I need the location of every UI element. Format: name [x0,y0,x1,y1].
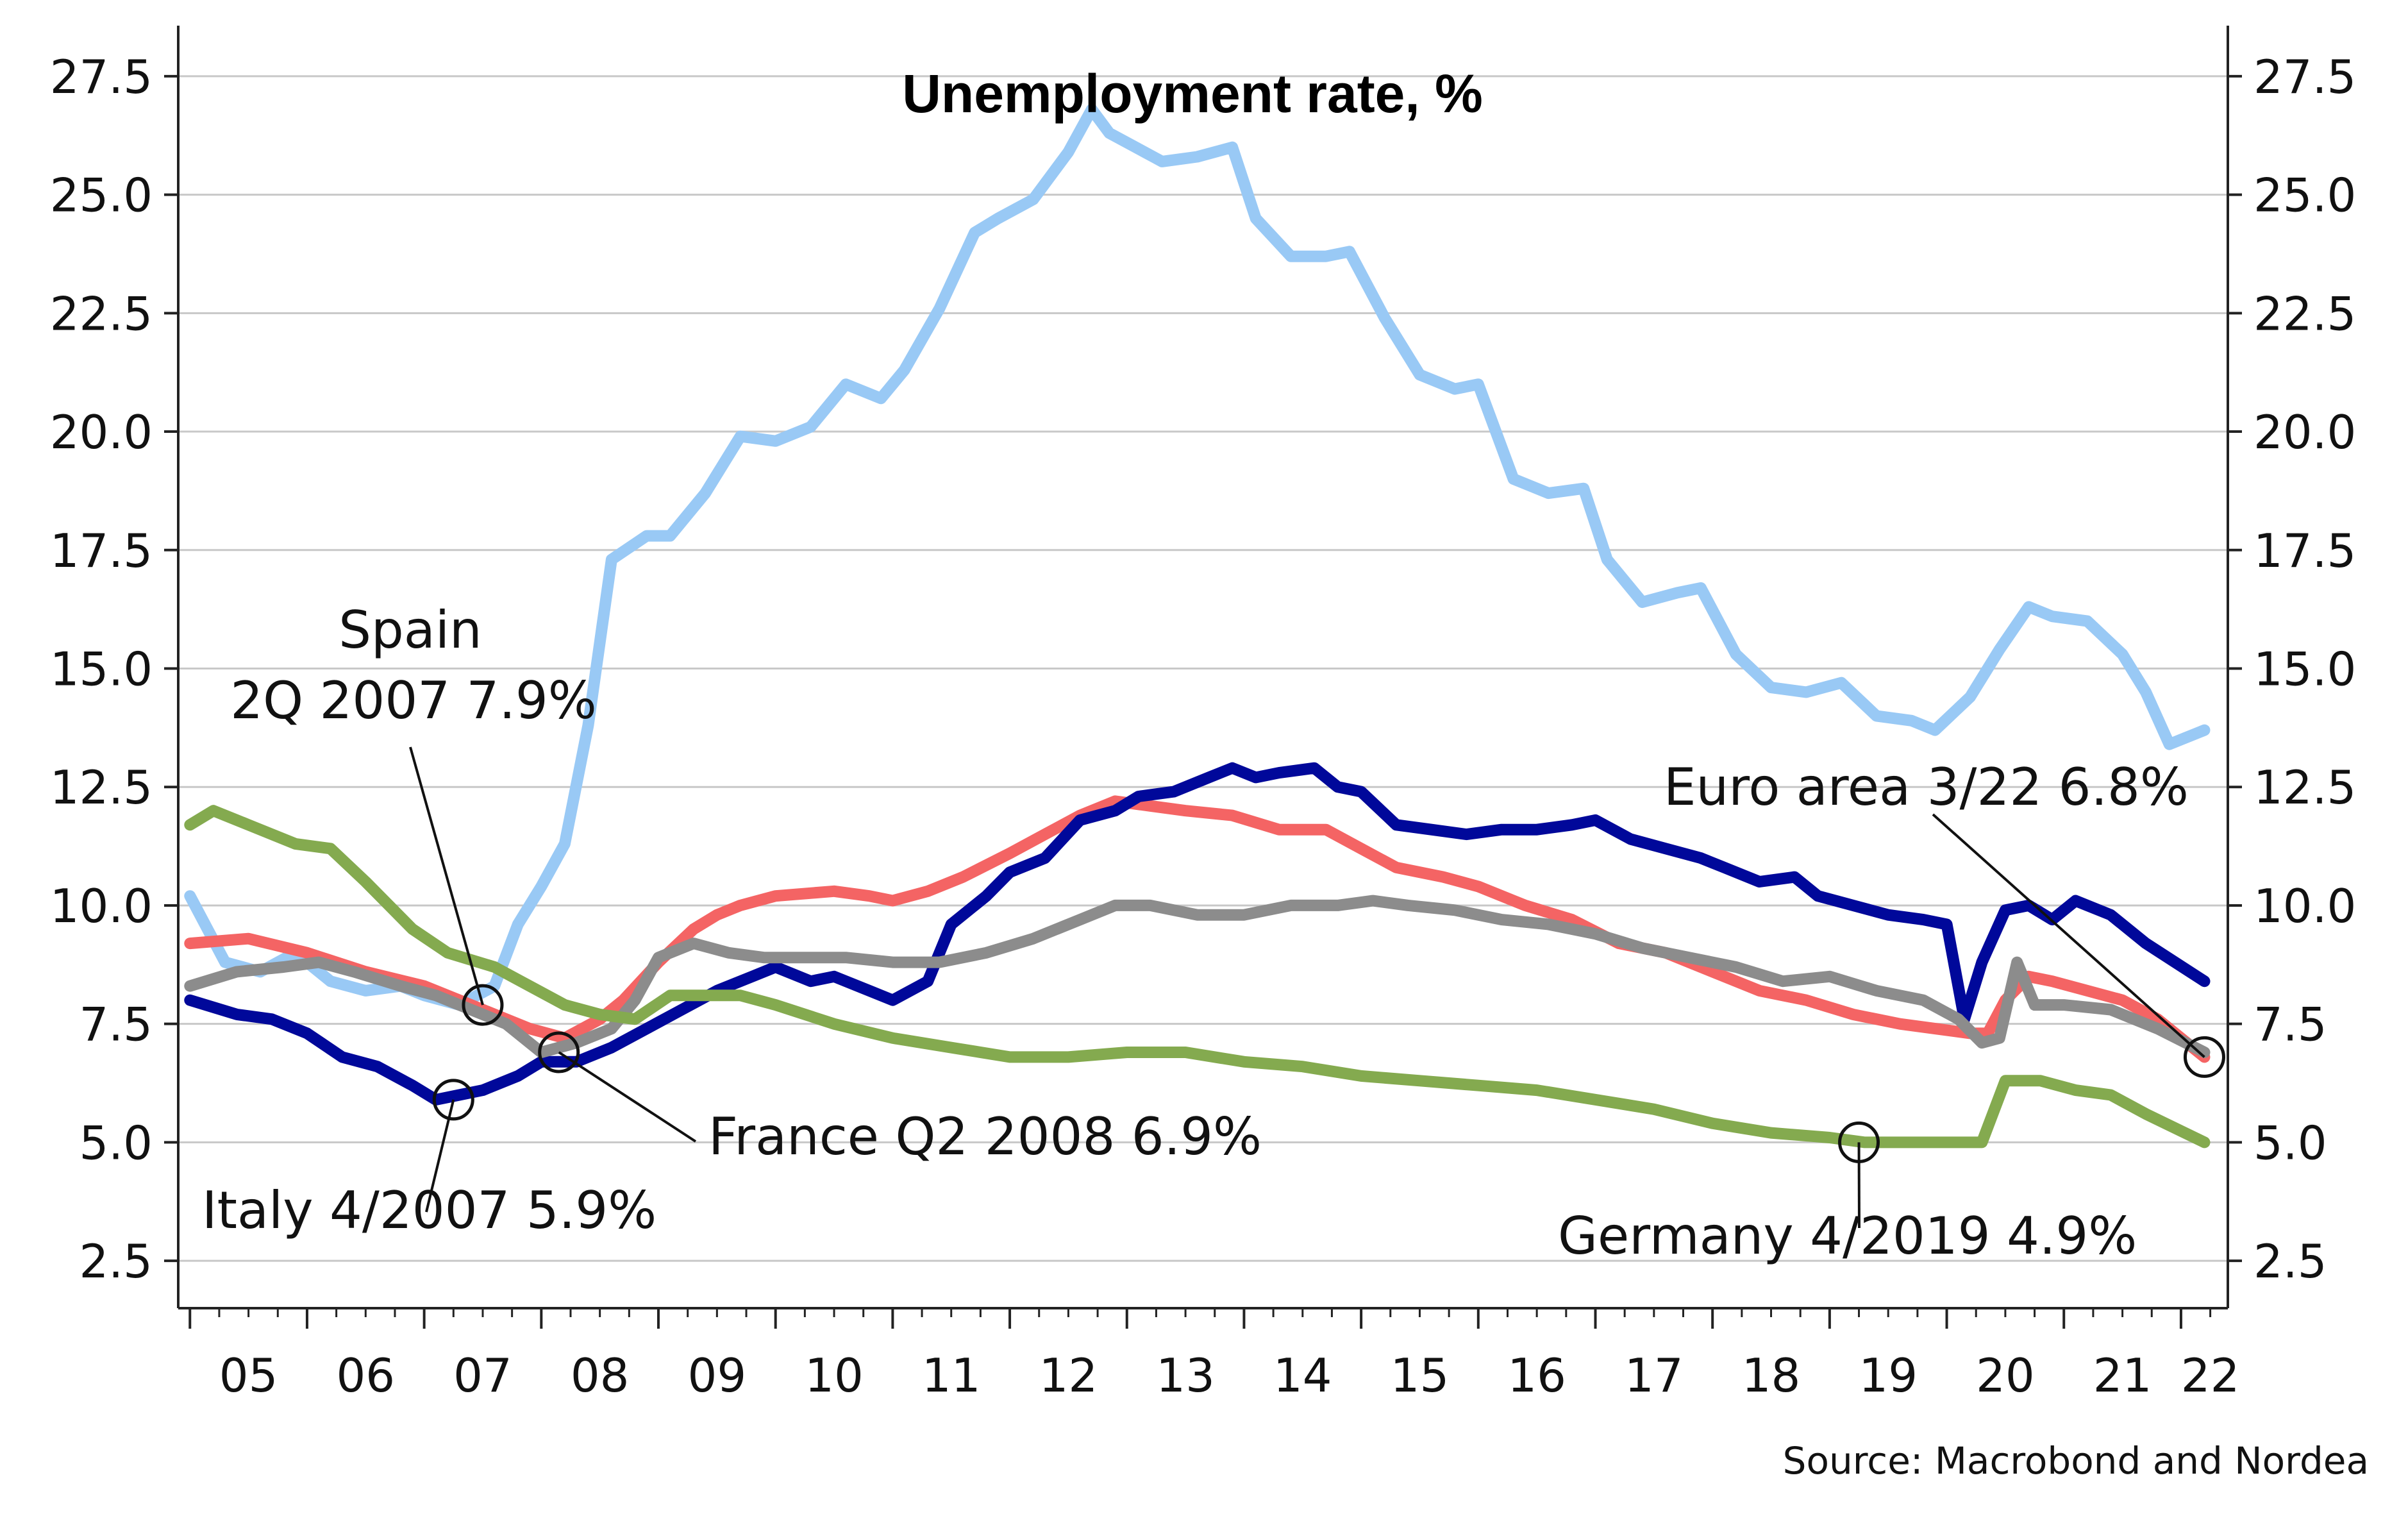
y-axis-right-ticks: 2.5 5.0 7.5 10.0 12.5 15.0 17.5 20.0 22.5 25.0 27.… [2228,50,2356,1288]
y-tick-label-right: 15.0 [2253,643,2356,696]
x-tick-label: 07 [453,1349,512,1402]
source-note: Source: Macrobond and Nordea [1783,1439,2369,1483]
annotation-label-euro_area: Euro area 3/22 6.8% [1664,757,2189,817]
series-line-france [184,895,2211,1058]
annotation-label-germany: Germany 4/2019 4.9% [1558,1206,2137,1266]
y-tick-label-right: 22.5 [2253,287,2356,341]
x-tick-label: 13 [1156,1349,1215,1402]
y-tick-label-right: 25.0 [2253,169,2356,223]
x-tick-label: 08 [571,1349,630,1402]
axes [177,26,2229,1309]
x-tick-label: 19 [1859,1349,1918,1402]
y-tick-label-left: 27.5 [50,50,153,104]
y-tick-label-left: 10.0 [50,879,153,933]
annotation-leader-euro_area [1932,813,2205,1058]
y-axis-left-ticks: 2.5 5.0 7.5 10.0 12.5 15.0 17.5 20.0 22.5 25.0 27.… [50,50,178,1288]
y-tick-label-left: 12.5 [50,761,153,814]
x-tick-label: 10 [805,1349,864,1402]
y-tick-label-left: 7.5 [79,998,153,1052]
annotation-label-spain: Spain [339,600,482,660]
series-line-italy [184,762,2211,1106]
x-tick-label: 12 [1039,1349,1098,1402]
annotations: Spain 2Q 2007 7.9% France Q2 2008 6.9% Ital… [202,600,2225,1266]
x-tick-label: 09 [688,1349,747,1402]
series-lines [184,103,2211,1149]
y-tick-label-right: 20.0 [2253,405,2356,459]
annotation-marker-germany [1838,1121,1880,1163]
x-tick-label: 16 [1507,1349,1566,1402]
y-tick-label-right: 12.5 [2253,761,2356,814]
y-tick-label-left: 2.5 [79,1234,153,1288]
annotation-label-spain: 2Q 2007 7.9% [230,671,597,730]
annotation-label-italy: Italy 4/2007 5.9% [202,1181,656,1240]
y-tick-label-left: 20.0 [50,405,153,459]
x-tick-label: 06 [336,1349,395,1402]
x-tick-label: 17 [1625,1349,1684,1402]
annotation-marker-italy [432,1079,474,1121]
x-tick-label: 05 [219,1349,278,1402]
y-tick-label-right: 5.0 [2253,1116,2327,1170]
annotation-marker-spain [462,984,504,1026]
x-tick-label: 11 [922,1349,981,1402]
y-tick-label-right: 27.5 [2253,50,2356,104]
y-tick-label-left: 17.5 [50,524,153,578]
y-tick-label-right: 10.0 [2253,879,2356,933]
annotation-leader-france [558,1051,697,1143]
x-axis-ticks: 05 06 07 08 09 10 11 12 13 14 15 16 17 18 19 20 21 22 [188,1308,2240,1402]
y-tick-label-right: 7.5 [2253,998,2327,1052]
y-tick-label-right: 2.5 [2253,1234,2327,1288]
x-tick-label: 15 [1391,1349,1450,1402]
chart-title: Unemployment rate, % [902,63,1483,124]
y-tick-label-left: 22.5 [50,287,153,341]
y-tick-label-left: 15.0 [50,643,153,696]
y-tick-label-right: 17.5 [2253,524,2356,578]
y-tick-label-left: 25.0 [50,169,153,223]
annotation-marker-euro_area [2183,1036,2225,1078]
x-tick-label: 14 [1273,1349,1332,1402]
x-tick-label: 22 [2181,1349,2240,1402]
x-tick-label: 20 [1976,1349,2035,1402]
annotation-leader-spain [409,746,484,1006]
annotation-label-france: France Q2 2008 6.9% [708,1107,1262,1166]
annotation-marker-france [538,1031,580,1073]
y-tick-label-left: 5.0 [79,1116,153,1170]
series-line-spain [184,103,2211,1011]
x-tick-label: 21 [2093,1349,2152,1402]
x-tick-label: 18 [1742,1349,1801,1402]
